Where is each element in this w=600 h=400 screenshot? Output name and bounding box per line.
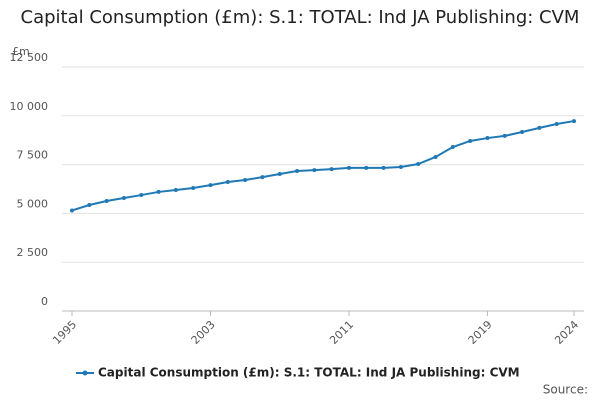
point bbox=[191, 186, 196, 191]
point bbox=[502, 133, 507, 138]
point bbox=[295, 169, 300, 174]
y-tick-label: 5 000 bbox=[17, 197, 49, 210]
chart-title: Capital Consumption (£m): S.1: TOTAL: In… bbox=[20, 7, 580, 28]
point bbox=[173, 187, 178, 192]
legend-label: Capital Consumption (£m): S.1: TOTAL: In… bbox=[98, 366, 520, 380]
y-tick-label: 2 500 bbox=[17, 246, 49, 259]
x-tick-label: 2024 bbox=[552, 318, 581, 347]
point bbox=[225, 179, 230, 184]
y-tick-label: 12 500 bbox=[10, 51, 49, 64]
point bbox=[416, 162, 421, 167]
point bbox=[398, 164, 403, 169]
point bbox=[381, 165, 386, 170]
point bbox=[243, 178, 248, 183]
point bbox=[572, 119, 576, 124]
y-tick-label: 7 500 bbox=[17, 149, 49, 162]
legend-marker bbox=[82, 370, 88, 376]
point bbox=[537, 125, 542, 130]
point bbox=[70, 208, 74, 213]
x-tick-label: 2011 bbox=[327, 318, 356, 347]
point bbox=[277, 171, 282, 176]
point bbox=[139, 193, 144, 198]
point bbox=[346, 165, 351, 170]
x-tick-label: 2019 bbox=[466, 318, 495, 347]
y-axis-unit: £m bbox=[12, 45, 30, 58]
point bbox=[364, 165, 369, 170]
source: Source: bbox=[543, 383, 588, 397]
point bbox=[468, 138, 473, 143]
point bbox=[87, 203, 92, 208]
x-tick-label: 2003 bbox=[189, 318, 218, 347]
y-tick-label: 0 bbox=[41, 295, 48, 308]
x-tick-label: 1995 bbox=[50, 318, 79, 347]
point bbox=[450, 145, 455, 150]
series-line bbox=[71, 120, 575, 212]
point bbox=[121, 195, 126, 200]
point bbox=[485, 136, 490, 141]
point bbox=[104, 199, 109, 204]
point bbox=[520, 130, 525, 135]
point bbox=[208, 183, 213, 188]
y-tick-label: 10 000 bbox=[10, 100, 49, 113]
point bbox=[433, 154, 438, 159]
point bbox=[554, 121, 559, 126]
point bbox=[156, 189, 161, 194]
point bbox=[329, 167, 334, 172]
point bbox=[312, 168, 317, 173]
point bbox=[260, 175, 265, 180]
